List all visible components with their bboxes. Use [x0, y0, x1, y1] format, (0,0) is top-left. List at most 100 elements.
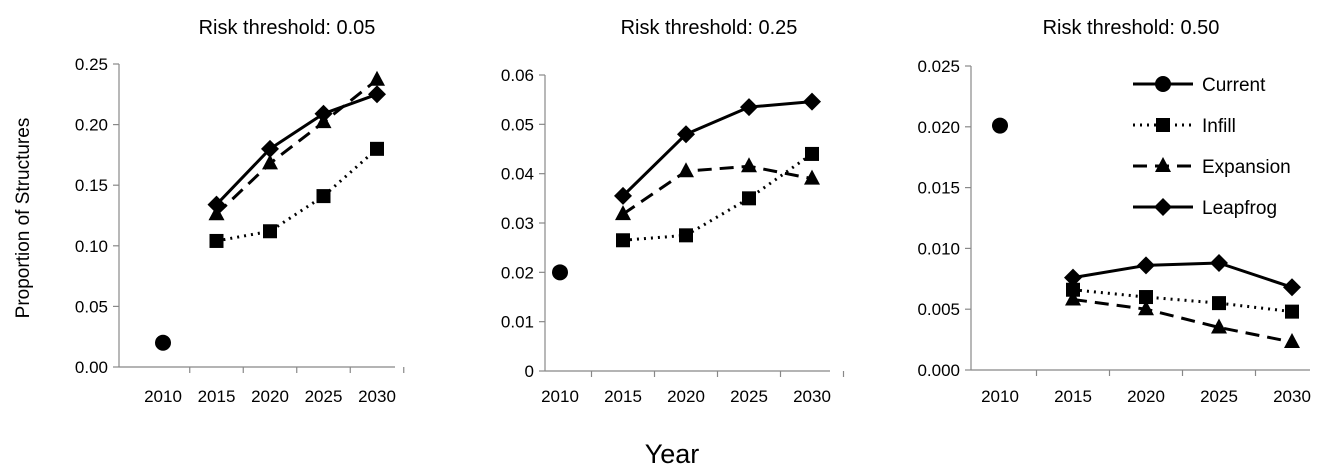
- data-point-leapfrog: [1210, 253, 1228, 272]
- x-tick-label: 2015: [604, 387, 642, 406]
- chart-panel-3: Risk threshold: 0.50 0.000 0.005 0.010 0.015…: [917, 17, 1311, 406]
- series-line-expansion: [215, 78, 378, 216]
- series-leapfrog: [207, 85, 386, 214]
- series-expansion: [615, 157, 820, 221]
- chart-title: Risk threshold: 0.50: [1043, 17, 1220, 39]
- series-line-infill: [216, 147, 378, 243]
- data-point-current: [992, 117, 1008, 134]
- data-point-infill: [679, 228, 693, 243]
- x-tick-label: 2030: [793, 387, 831, 406]
- data-point-expansion: [1211, 318, 1227, 334]
- data-point-leapfrog: [614, 186, 632, 205]
- data-point-expansion: [741, 157, 757, 173]
- data-point-infill: [1139, 290, 1153, 305]
- legend: Current Infill Expansion Leapfrog: [1133, 75, 1291, 219]
- series-expansion: [208, 70, 385, 221]
- data-point-leapfrog: [261, 139, 279, 158]
- x-tick-label: 2020: [1127, 387, 1165, 406]
- data-point-leapfrog: [677, 125, 695, 144]
- x-tick-label: 2030: [1273, 387, 1311, 406]
- data-point-leapfrog: [207, 195, 226, 214]
- chart-title: Risk threshold: 0.25: [621, 17, 798, 39]
- x-tick-label: 2025: [305, 387, 343, 406]
- data-point-infill: [805, 146, 819, 161]
- y-tick-label: 0.04: [501, 165, 534, 184]
- y-axis-label: Proportion of Structures: [13, 118, 34, 319]
- x-tick-label: 2015: [198, 387, 236, 406]
- data-point-leapfrog: [1283, 278, 1301, 297]
- data-point-leapfrog: [368, 85, 386, 104]
- y-tick-label: 0.020: [917, 118, 960, 137]
- y-tick-label: 0.015: [917, 179, 960, 198]
- series-line-infill: [622, 152, 813, 242]
- legend-label: Current: [1202, 75, 1266, 96]
- y-tick-label: 0.00: [75, 358, 108, 377]
- y-tick-label: 0.03: [501, 214, 534, 233]
- y-tick-label: 0.005: [917, 300, 960, 319]
- legend-marker-current: [1155, 76, 1171, 92]
- data-point-infill: [742, 191, 756, 206]
- data-point-infill: [1212, 296, 1226, 311]
- y-tick-label: 0.05: [75, 297, 108, 316]
- data-point-current: [552, 264, 568, 281]
- series-current: [155, 334, 171, 351]
- legend-marker-leapfrog: [1154, 198, 1172, 216]
- y-tick-label: 0.10: [75, 237, 108, 256]
- legend-label: Infill: [1202, 116, 1236, 137]
- data-point-current: [155, 334, 171, 351]
- y-tick-label: 0.06: [501, 66, 534, 85]
- data-point-leapfrog: [314, 104, 333, 123]
- legend-item-infill: Infill: [1133, 116, 1236, 137]
- y-tick-label: 0.025: [917, 57, 960, 76]
- y-tick-label: 0.20: [75, 116, 108, 135]
- series-line-leapfrog: [1072, 261, 1293, 289]
- legend-item-current: Current: [1133, 75, 1266, 96]
- chart-panel-1: Risk threshold: 0.05 0.00 0.05 0.10 0.15 0.20…: [75, 17, 405, 406]
- data-point-expansion: [804, 169, 820, 185]
- data-point-infill: [370, 141, 384, 156]
- y-tick-label: 0.02: [501, 263, 534, 282]
- series-current: [992, 117, 1008, 134]
- x-tick-label: 2020: [667, 387, 705, 406]
- x-tick-label: 2010: [541, 387, 579, 406]
- x-tick-label: 2015: [1054, 387, 1092, 406]
- chart-title: Risk threshold: 0.05: [199, 17, 376, 39]
- series-expansion: [1065, 290, 1300, 349]
- data-point-infill: [316, 189, 331, 204]
- series-line-infill: [1072, 288, 1293, 314]
- series-line-expansion: [622, 164, 813, 216]
- series-infill: [209, 141, 384, 248]
- x-tick-label: 2030: [358, 387, 396, 406]
- data-point-leapfrog: [1137, 256, 1155, 275]
- y-tick-label: 0: [525, 362, 534, 381]
- legend-item-leapfrog: Leapfrog: [1133, 198, 1277, 219]
- x-tick-label: 2025: [1200, 387, 1238, 406]
- data-point-expansion: [615, 205, 631, 221]
- data-point-leapfrog: [1064, 268, 1082, 287]
- legend-marker-infill: [1156, 118, 1170, 132]
- series-infill: [1066, 282, 1299, 319]
- series-line-expansion: [1072, 297, 1293, 344]
- series-line-leapfrog: [621, 100, 813, 197]
- y-tick-label: 0.010: [917, 239, 960, 258]
- series-current: [552, 264, 568, 281]
- series-leapfrog: [614, 92, 821, 205]
- legend-label: Leapfrog: [1202, 198, 1277, 219]
- series-line-leapfrog: [215, 92, 378, 206]
- data-point-infill: [263, 224, 277, 239]
- data-point-expansion: [262, 154, 278, 170]
- y-tick-label: 0.01: [501, 313, 534, 332]
- x-tick-label: 2010: [981, 387, 1019, 406]
- data-point-infill: [1285, 304, 1299, 319]
- legend-label: Expansion: [1202, 157, 1291, 178]
- legend-item-expansion: Expansion: [1133, 157, 1291, 178]
- data-point-leapfrog: [803, 92, 821, 111]
- data-point-expansion: [678, 162, 694, 178]
- x-tick-label: 2020: [251, 387, 289, 406]
- y-tick-label: 0.05: [501, 115, 534, 134]
- data-point-expansion: [1065, 290, 1081, 306]
- data-point-expansion: [1284, 333, 1300, 349]
- chart-panel-2: Risk threshold: 0.25 0 0.01 0.02 0.03 0.04 0.0…: [501, 17, 845, 406]
- data-point-infill: [616, 233, 630, 248]
